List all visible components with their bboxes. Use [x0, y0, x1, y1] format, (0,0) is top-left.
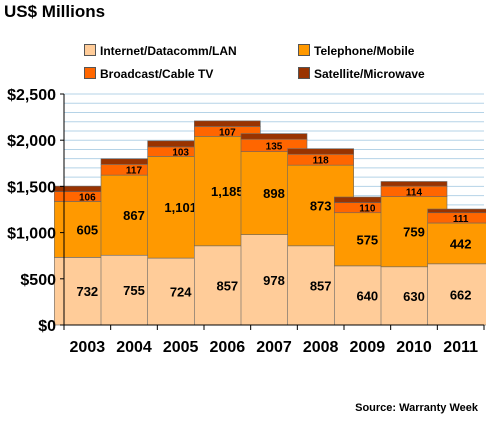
source-note: Source: Warranty Week — [355, 402, 478, 414]
legend-swatch-internet — [84, 44, 96, 56]
bar-segment-2011-1 — [427, 263, 486, 326]
y-tick-label: $1,000 — [7, 226, 56, 243]
legend-item-broadcast: Broadcast/Cable TV — [84, 67, 213, 81]
legend-label-broadcast: Broadcast/Cable TV — [100, 67, 214, 81]
data-label: 662 — [450, 287, 472, 302]
x-tick-label: 2007 — [256, 339, 292, 356]
data-label: 117 — [126, 166, 143, 177]
bar-segment-2006-4 — [194, 120, 261, 127]
x-tick-label: 2010 — [396, 339, 432, 356]
data-label: 630 — [403, 289, 425, 304]
data-label: 135 — [266, 141, 283, 152]
x-tick-label: 2003 — [70, 339, 106, 356]
x-tick-label: 2006 — [210, 339, 246, 356]
bar-segment-2008-4 — [287, 148, 354, 155]
data-label: 114 — [406, 187, 423, 198]
data-label: 1,185 — [211, 184, 244, 199]
x-tick-label: 2011 — [443, 339, 478, 356]
legend-item-internet: Internet/Datacomm/LAN — [84, 44, 237, 58]
legend-swatch-satellite — [298, 67, 310, 79]
bar-segment-2011-2 — [427, 222, 486, 265]
x-tick-label: 2004 — [116, 339, 152, 356]
data-label: 103 — [172, 148, 189, 159]
legend-label-internet: Internet/Datacomm/LAN — [100, 44, 237, 58]
y-tick-label: $0 — [38, 318, 56, 335]
data-label: 857 — [216, 278, 238, 293]
bar-segment-2007-4 — [240, 133, 308, 140]
data-label: 857 — [310, 278, 332, 293]
data-label: 118 — [313, 156, 330, 167]
legend: Internet/Datacomm/LAN Telephone/Mobile B… — [78, 40, 478, 90]
data-label: 724 — [170, 285, 192, 300]
data-label: 732 — [76, 284, 98, 299]
bar-segment-2011-4 — [427, 208, 486, 214]
x-tick-label: 2005 — [163, 339, 199, 356]
legend-swatch-telephone — [298, 44, 310, 56]
data-label: 755 — [123, 283, 145, 298]
chart-title: US$ Millions — [4, 2, 106, 21]
y-tick-label: $500 — [20, 272, 56, 289]
data-label: 873 — [310, 198, 332, 213]
y-tick-label: $2,500 — [7, 87, 56, 104]
legend-label-telephone: Telephone/Mobile — [314, 44, 415, 58]
data-label: 111 — [453, 214, 469, 225]
data-label: 106 — [79, 193, 96, 204]
y-tick-label: $1,500 — [7, 179, 56, 196]
x-tick-label: 2009 — [350, 339, 386, 356]
legend-item-satellite: Satellite/Microwave — [298, 67, 425, 81]
data-label: 575 — [356, 232, 378, 247]
data-label: 640 — [356, 288, 378, 303]
data-label: 978 — [263, 273, 285, 288]
legend-item-telephone: Telephone/Mobile — [298, 44, 414, 58]
bar-segment-2010-4 — [380, 181, 448, 187]
y-tick-label: $2,000 — [7, 133, 56, 150]
x-tick-label: 2008 — [303, 339, 339, 356]
data-label: 107 — [219, 127, 236, 138]
legend-swatch-broadcast — [84, 67, 96, 79]
legend-label-satellite: Satellite/Microwave — [314, 67, 425, 81]
data-label: 442 — [450, 236, 472, 251]
data-label: 605 — [76, 222, 98, 237]
data-label: 1,101 — [164, 200, 197, 215]
data-label: 898 — [263, 186, 285, 201]
data-label: 867 — [123, 208, 145, 223]
data-label: 759 — [403, 225, 425, 240]
data-label: 110 — [359, 204, 376, 215]
